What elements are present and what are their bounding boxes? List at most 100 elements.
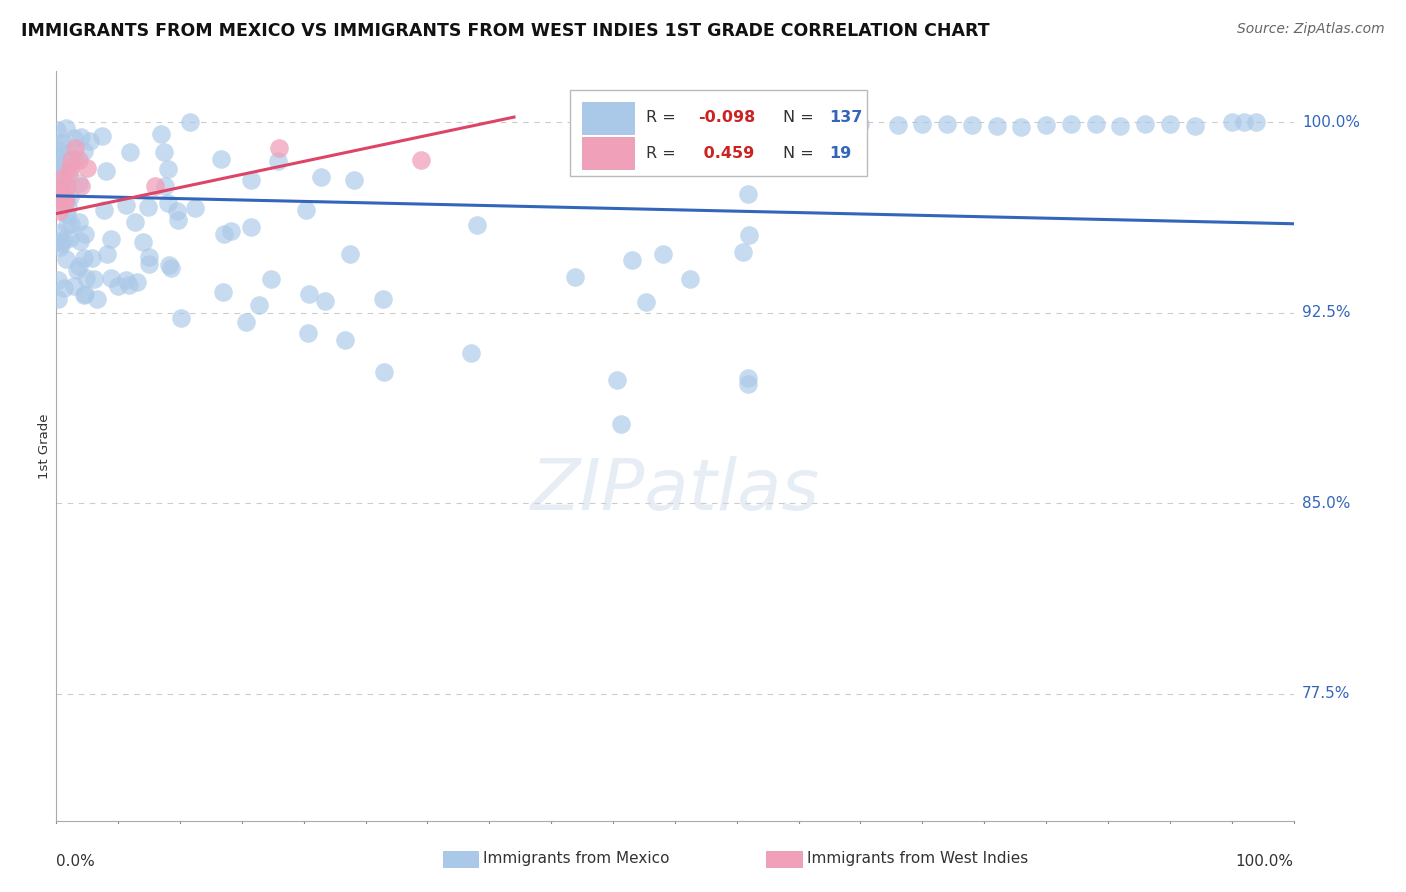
Point [100,232,122,246]
Point [49,191,72,205]
Point [48,227,70,241]
Point [96,164,118,178]
Point [86,292,108,306]
Point [55,191,77,205]
Point [56,206,79,220]
Point [610,417,633,431]
Point [51,178,73,193]
Point [67,153,90,168]
Point [124,215,146,229]
Text: 137: 137 [830,111,863,125]
Point [211,285,233,300]
Point [46,292,69,306]
Point [309,169,332,184]
Y-axis label: 1st Grade: 1st Grade [38,413,51,479]
Point [75,287,97,301]
Point [51,236,73,251]
Point [46,135,69,149]
Point [731,244,754,259]
Point [53,196,76,211]
Point [1109,120,1132,134]
Point [55,252,77,267]
Point [1133,118,1156,132]
Point [66,263,89,277]
Point [652,247,675,261]
Point [465,218,488,232]
Point [373,292,395,306]
Text: 19: 19 [830,145,852,161]
Point [267,153,290,168]
Point [606,373,628,387]
Point [48,144,70,158]
Point [51,177,73,191]
Point [83,272,105,286]
Point [737,186,759,201]
Point [138,257,160,271]
Point [143,178,166,193]
Point [627,128,650,142]
Point [79,134,101,148]
Point [56,160,79,174]
Point [93,202,115,217]
Point [1035,118,1057,132]
Point [48,204,70,219]
Text: IMMIGRANTS FROM MEXICO VS IMMIGRANTS FROM WEST INDIES 1ST GRADE CORRELATION CHAR: IMMIGRANTS FROM MEXICO VS IMMIGRANTS FRO… [21,22,990,40]
Point [260,272,283,286]
Point [460,346,482,360]
Point [157,162,180,177]
Point [63,140,86,154]
Point [136,200,159,214]
Point [160,261,183,276]
Point [314,293,336,308]
Point [49,240,72,254]
Text: ZIPatlas: ZIPatlas [530,457,820,525]
Point [115,198,138,212]
Point [1060,117,1083,131]
Point [49,162,72,177]
Point [52,281,75,295]
Text: R =: R = [647,145,682,161]
Point [1184,119,1206,133]
Point [96,247,118,261]
Point [267,140,290,154]
Point [62,130,84,145]
Point [76,161,98,175]
Point [179,115,201,129]
Point [73,252,96,266]
Point [73,144,96,158]
FancyBboxPatch shape [582,102,634,134]
Point [115,273,138,287]
Point [621,252,644,267]
Point [63,152,86,166]
Point [59,161,82,175]
Point [51,163,73,178]
Text: Source: ZipAtlas.com: Source: ZipAtlas.com [1237,22,1385,37]
Point [209,152,232,166]
Point [60,153,83,168]
Point [298,287,321,301]
Point [411,153,433,168]
Point [46,235,69,250]
Point [240,173,263,187]
Point [107,279,129,293]
Text: Immigrants from Mexico: Immigrants from Mexico [484,852,669,866]
Point [48,154,70,169]
Point [157,195,180,210]
Point [1233,115,1256,129]
Point [212,227,235,242]
Point [63,278,86,293]
Point [91,129,114,144]
Point [58,166,80,180]
Point [51,194,73,209]
Point [679,272,702,286]
Point [886,118,908,132]
Point [70,178,93,193]
Point [636,295,658,310]
Point [592,149,614,163]
Point [166,203,188,218]
Point [960,118,983,132]
Point [824,119,846,133]
Point [69,129,91,144]
Point [157,258,180,272]
Point [132,235,155,249]
